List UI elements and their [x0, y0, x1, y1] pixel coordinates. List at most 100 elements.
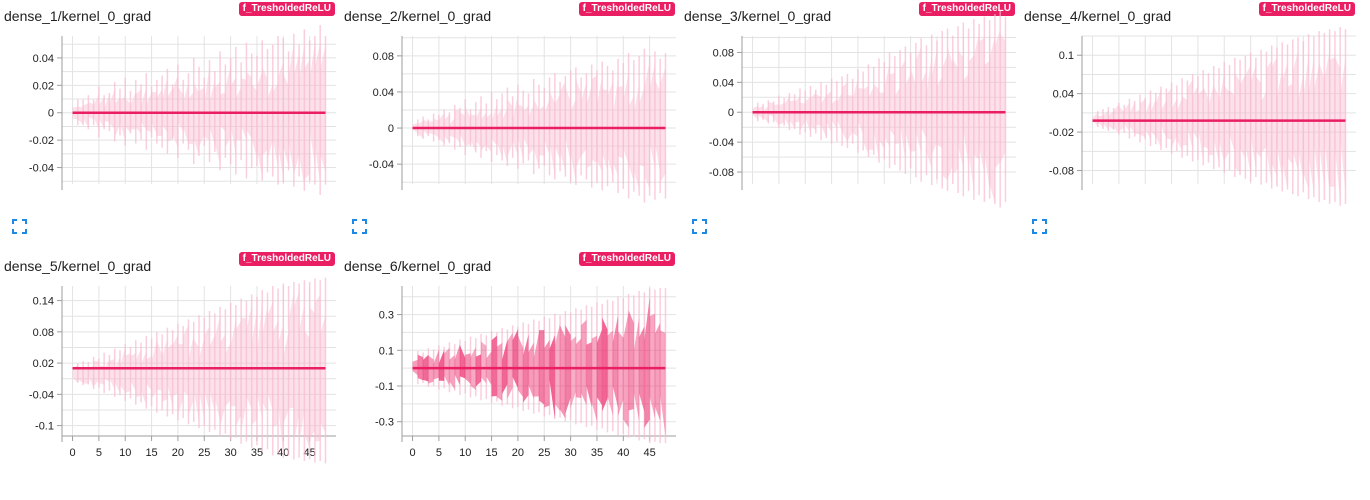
- band-step-5: [98, 365, 105, 385]
- band-step-4: [93, 361, 99, 387]
- band-step-25: [1224, 85, 1230, 161]
- band-step-9: [459, 345, 466, 379]
- band-step-18: [167, 343, 173, 408]
- band-step-9: [799, 102, 806, 131]
- y-tick-label: -0.04: [709, 137, 734, 149]
- band-step-47: [320, 45, 326, 173]
- band-step-40: [623, 73, 629, 165]
- band-step-3: [768, 102, 774, 117]
- y-tick-label: -0.1: [375, 381, 394, 393]
- band-step-12: [135, 349, 142, 398]
- band-step-21: [523, 105, 529, 148]
- x-tick-label: 5: [96, 447, 102, 459]
- band-step-12: [1155, 88, 1162, 148]
- y-tick-label: 0.02: [33, 80, 54, 92]
- band-step-22: [188, 334, 194, 416]
- band-step-13: [141, 351, 147, 406]
- band-step-35: [256, 299, 263, 419]
- chart-card-6: dense_6/kernel_0_grad f_TresholdedReLU 0…: [340, 250, 680, 500]
- band-step-33: [1266, 60, 1272, 184]
- y-tick-label: -0.08: [1049, 166, 1074, 178]
- y-tick-label: 0.3: [379, 310, 394, 322]
- x-tick-label: 35: [591, 447, 603, 459]
- band-step-42: [293, 291, 300, 443]
- band-step-16: [496, 343, 503, 401]
- band-step-28: [900, 59, 906, 161]
- band-step-31: [1255, 76, 1262, 159]
- band-step-33: [586, 342, 592, 407]
- band-step-40: [283, 331, 289, 424]
- chart-title: dense_4/kernel_0_grad: [1024, 8, 1172, 24]
- band-step-19: [172, 74, 178, 149]
- x-tick-label: 20: [172, 447, 184, 459]
- band-step-30: [230, 317, 236, 407]
- band-step-28: [1240, 74, 1246, 159]
- band-step-25: [544, 339, 550, 408]
- band-step-43: [979, 38, 985, 174]
- band-step-46: [654, 322, 661, 421]
- band-step-22: [528, 342, 534, 399]
- band-step-32: [581, 320, 587, 406]
- band-step-13: [481, 341, 487, 384]
- chart-title: dense_6/kernel_0_grad: [344, 258, 492, 274]
- band-step-29: [565, 87, 571, 162]
- band-step-38: [1292, 50, 1299, 171]
- band-step-39: [278, 62, 284, 179]
- band-step-6: [104, 94, 110, 123]
- band-step-5: [1118, 106, 1125, 131]
- x-tick-label: 15: [485, 447, 497, 459]
- band-step-24: [879, 92, 885, 149]
- band-step-4: [433, 349, 439, 380]
- band-step-42: [633, 84, 640, 190]
- band-step-7: [449, 355, 455, 390]
- band-step-32: [241, 78, 247, 140]
- band-step-39: [278, 324, 284, 456]
- band-step-32: [241, 317, 247, 432]
- band-step-11: [130, 353, 136, 391]
- band-step-20: [177, 86, 184, 132]
- band-step-13: [141, 87, 147, 130]
- band-step-41: [1308, 57, 1314, 194]
- band-step-14: [486, 113, 492, 153]
- y-tick-label: 0.08: [373, 51, 394, 63]
- x-tick-label: 40: [617, 447, 629, 459]
- band-step-26: [549, 335, 555, 419]
- distribution-bands: [72, 291, 326, 456]
- band-step-43: [1319, 62, 1325, 189]
- band-step-42: [973, 33, 980, 160]
- band-step-45: [309, 41, 315, 166]
- band-step-11: [470, 114, 476, 153]
- band-step-40: [963, 73, 969, 167]
- band-step-41: [968, 55, 974, 192]
- band-step-34: [931, 48, 937, 155]
- chart-card-1: dense_1/kernel_0_grad f_TresholdedReLU 0…: [0, 0, 340, 250]
- band-step-31: [915, 46, 922, 154]
- expand-icon[interactable]: [352, 219, 367, 234]
- band-step-38: [612, 77, 619, 176]
- distribution-bands: [412, 297, 666, 437]
- band-step-23: [533, 99, 539, 168]
- band-step-14: [1166, 87, 1172, 140]
- band-step-8: [454, 344, 460, 386]
- band-step-3: [428, 355, 434, 384]
- x-tick-label: 10: [459, 447, 471, 459]
- band-step-22: [188, 91, 194, 145]
- band-step-16: [1176, 98, 1183, 151]
- expand-icon[interactable]: [1032, 219, 1047, 234]
- band-step-6: [1124, 103, 1130, 132]
- expand-icon[interactable]: [692, 219, 707, 234]
- band-step-24: [199, 87, 205, 147]
- run-badge: f_TresholdedReLU: [578, 2, 675, 16]
- band-step-33: [586, 85, 592, 169]
- band-step-23: [1213, 85, 1219, 163]
- band-step-28: [220, 334, 226, 427]
- histogram-chart: 0.08 0.04 0 -0.04: [369, 36, 676, 203]
- band-step-12: [475, 354, 482, 387]
- chart-card-2: dense_2/kernel_0_grad f_TresholdedReLU 0…: [340, 0, 680, 250]
- y-tick-label: 0.04: [373, 87, 394, 99]
- band-step-38: [612, 315, 619, 408]
- x-tick-label: 0: [69, 447, 75, 459]
- y-tick-label: 0.04: [713, 77, 734, 89]
- run-badge: f_TresholdedReLU: [918, 2, 1015, 16]
- expand-icon[interactable]: [12, 219, 27, 234]
